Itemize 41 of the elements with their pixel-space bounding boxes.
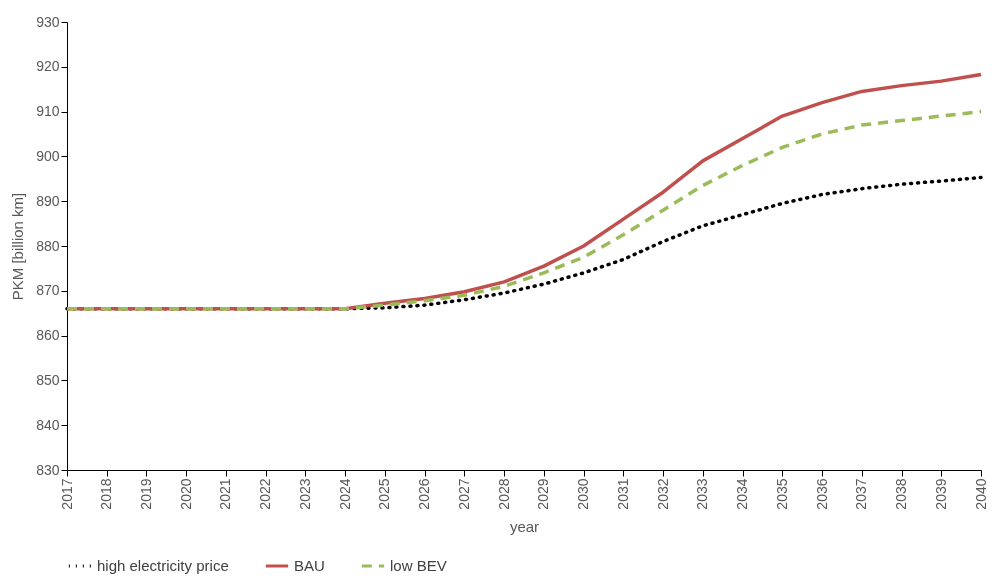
- y-tick-label: 850: [36, 371, 60, 388]
- y-tick-label: 890: [36, 192, 60, 209]
- x-tick-label: 2037: [853, 478, 870, 510]
- x-tick-label: 2036: [813, 478, 830, 510]
- x-tick-label: 2024: [336, 478, 353, 510]
- legend-label: BAU: [294, 557, 325, 574]
- x-axis-title: year: [509, 517, 540, 535]
- x-tick-label: 2030: [575, 478, 592, 510]
- line-series: [65, 109, 983, 311]
- y-axis-title: PKM [billion km]: [9, 192, 27, 301]
- x-tick-label: 2026: [416, 478, 433, 510]
- x-tick-label: 2023: [296, 478, 313, 510]
- x-tick-label: 2031: [614, 478, 631, 510]
- x-tick-label: 2033: [694, 478, 711, 510]
- x-tick-label: 2038: [893, 478, 910, 510]
- y-tick-label: 930: [36, 13, 60, 30]
- x-tick-label: 2021: [217, 478, 234, 510]
- x-tick-label: 2039: [932, 478, 949, 510]
- x-tick-label: 2019: [137, 478, 154, 510]
- legend-label: low BEV: [390, 557, 447, 574]
- y-tick-label: 870: [36, 282, 60, 299]
- x-tick-label: 2029: [535, 478, 552, 510]
- y-tick-label: 920: [36, 58, 60, 75]
- x-tick-label: 2028: [495, 478, 512, 510]
- x-tick-label: 2017: [58, 478, 75, 510]
- y-tick-label: 830: [36, 461, 60, 478]
- x-tick-label: 2025: [376, 478, 393, 510]
- y-tick-label: 860: [36, 327, 60, 344]
- y-tick-label: 910: [36, 103, 60, 120]
- legend-label: high electricity price: [97, 557, 229, 574]
- x-tick-label: 2035: [773, 478, 790, 510]
- x-tick-label: 2034: [734, 478, 751, 510]
- y-tick-label: 900: [36, 147, 60, 164]
- y-tick-label: 840: [36, 416, 60, 433]
- x-tick-label: 2020: [177, 478, 194, 510]
- x-tick-label: 2022: [257, 478, 274, 510]
- x-tick-label: 2032: [654, 478, 671, 510]
- x-tick-label: 2018: [98, 478, 115, 510]
- x-tick-label: 2027: [455, 478, 472, 510]
- y-tick-label: 880: [36, 237, 60, 254]
- x-tick-label: 2040: [972, 478, 989, 510]
